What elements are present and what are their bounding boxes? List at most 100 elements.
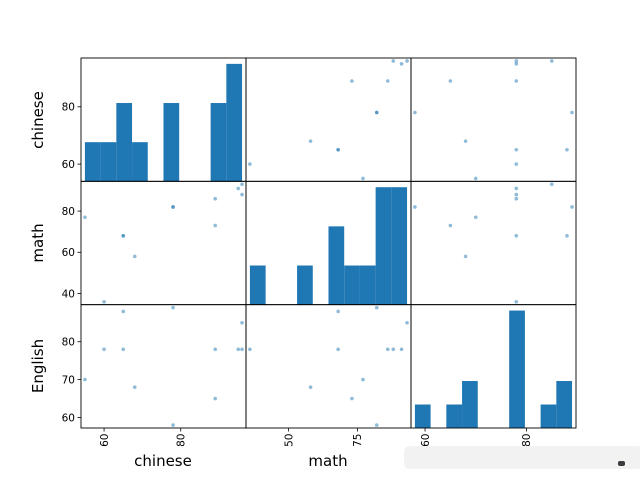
cursor-mark xyxy=(618,461,625,466)
panel-border-r0c1 xyxy=(245,57,412,182)
scatter-point xyxy=(549,59,554,63)
scatter-point xyxy=(121,234,126,238)
scatter-point xyxy=(132,254,137,259)
scatter-point xyxy=(121,309,126,314)
hist-bar-math xyxy=(391,187,408,305)
scatter-point xyxy=(405,59,409,63)
y-tick-label: 60 xyxy=(62,159,75,171)
scatter-point xyxy=(213,396,218,401)
y-tick-label: 80 xyxy=(62,102,75,114)
scatter-point xyxy=(473,176,478,181)
scatter-point xyxy=(213,223,218,228)
scatter-point xyxy=(171,205,175,209)
scatter-point xyxy=(385,347,390,352)
scatter-point xyxy=(463,139,468,143)
hist-bar-chinese xyxy=(163,103,180,182)
scatter-point xyxy=(473,215,478,220)
scatter-point xyxy=(83,377,87,382)
panel-border-r2c0 xyxy=(80,304,247,429)
scatter-point xyxy=(448,223,453,228)
hist-bar-English xyxy=(556,381,573,428)
x-axis-label-math: math xyxy=(308,452,348,470)
scatter-point xyxy=(514,196,519,201)
scatter-point xyxy=(213,347,218,352)
scatter-point xyxy=(308,385,313,389)
scatter-point xyxy=(549,182,554,187)
x-tick-label: 80 xyxy=(176,434,188,447)
scatter-point xyxy=(463,254,468,259)
panel-border-r1c2 xyxy=(410,180,577,306)
hist-bar-chinese xyxy=(84,142,101,182)
panel-border-r0c2 xyxy=(410,57,577,182)
scatter-point xyxy=(391,347,396,352)
scatter-point xyxy=(102,299,106,304)
scatter-point xyxy=(399,347,404,352)
scatter-point xyxy=(514,59,519,63)
scatter-point xyxy=(336,347,340,352)
y-tick-label: 60 xyxy=(62,247,75,259)
scatter-point xyxy=(374,110,379,115)
x-tick-label: 60 xyxy=(99,434,111,447)
scatter-point xyxy=(374,305,379,310)
hist-bar-math xyxy=(328,226,345,305)
scatter-point xyxy=(385,79,390,83)
hist-bar-math xyxy=(297,265,313,305)
hist-bar-English xyxy=(540,404,557,428)
x-tick-label: 75 xyxy=(352,434,364,447)
hist-bar-English xyxy=(509,310,525,428)
artifact-band xyxy=(404,446,640,469)
scatter-point xyxy=(121,347,126,352)
scatter-point xyxy=(514,192,519,197)
panel-border-r2c1 xyxy=(245,304,412,429)
y-axis-label-chinese: chinese xyxy=(29,91,47,149)
scatter-point xyxy=(405,320,409,325)
scatter-point xyxy=(514,186,519,191)
scatter-point xyxy=(350,396,354,401)
x-tick-label: 50 xyxy=(283,434,295,447)
scatter-point xyxy=(565,147,569,152)
scatter-point xyxy=(570,205,574,209)
y-tick-label: 40 xyxy=(62,288,75,300)
y-tick-label: 70 xyxy=(62,374,75,386)
scatter-point xyxy=(236,347,241,352)
scatter-point xyxy=(514,234,519,238)
scatter-point xyxy=(514,162,519,166)
scatter-point xyxy=(240,320,244,325)
scatter-point xyxy=(413,205,417,209)
scatter-point xyxy=(171,305,175,310)
hist-bar-chinese xyxy=(116,103,133,182)
x-tick-label: 80 xyxy=(521,434,533,447)
scatter-point xyxy=(248,347,252,352)
hist-bar-math xyxy=(359,265,376,305)
hist-bar-chinese xyxy=(226,63,243,182)
scatter-point xyxy=(391,59,396,63)
y-axis-label-math: math xyxy=(29,223,47,263)
scatter-point xyxy=(213,196,218,201)
hist-bar-chinese xyxy=(210,103,227,182)
scatter-point xyxy=(514,147,519,152)
scatter-point xyxy=(514,62,519,66)
scatter-point xyxy=(448,79,453,83)
x-axis-label-chinese: chinese xyxy=(134,452,192,470)
hist-bar-chinese xyxy=(100,142,117,182)
scatter-point xyxy=(248,162,252,166)
hist-bar-math xyxy=(249,265,266,305)
scatter-point xyxy=(514,299,519,304)
scatter-point xyxy=(350,79,354,83)
hist-bar-English xyxy=(462,381,478,428)
scatter-point xyxy=(132,385,137,389)
x-tick-label: 60 xyxy=(420,434,432,447)
panel-border-r2c2 xyxy=(410,304,577,429)
scatter-point xyxy=(240,192,244,197)
hist-bar-math xyxy=(344,265,360,305)
hist-bar-math xyxy=(375,187,392,305)
scatter-point xyxy=(336,147,340,152)
scatter-point xyxy=(83,215,87,220)
hist-bar-chinese xyxy=(132,142,148,182)
scatter-point xyxy=(570,110,574,115)
scatter-point xyxy=(565,234,569,238)
scatter-point xyxy=(236,186,241,191)
scatter-point xyxy=(361,377,365,382)
